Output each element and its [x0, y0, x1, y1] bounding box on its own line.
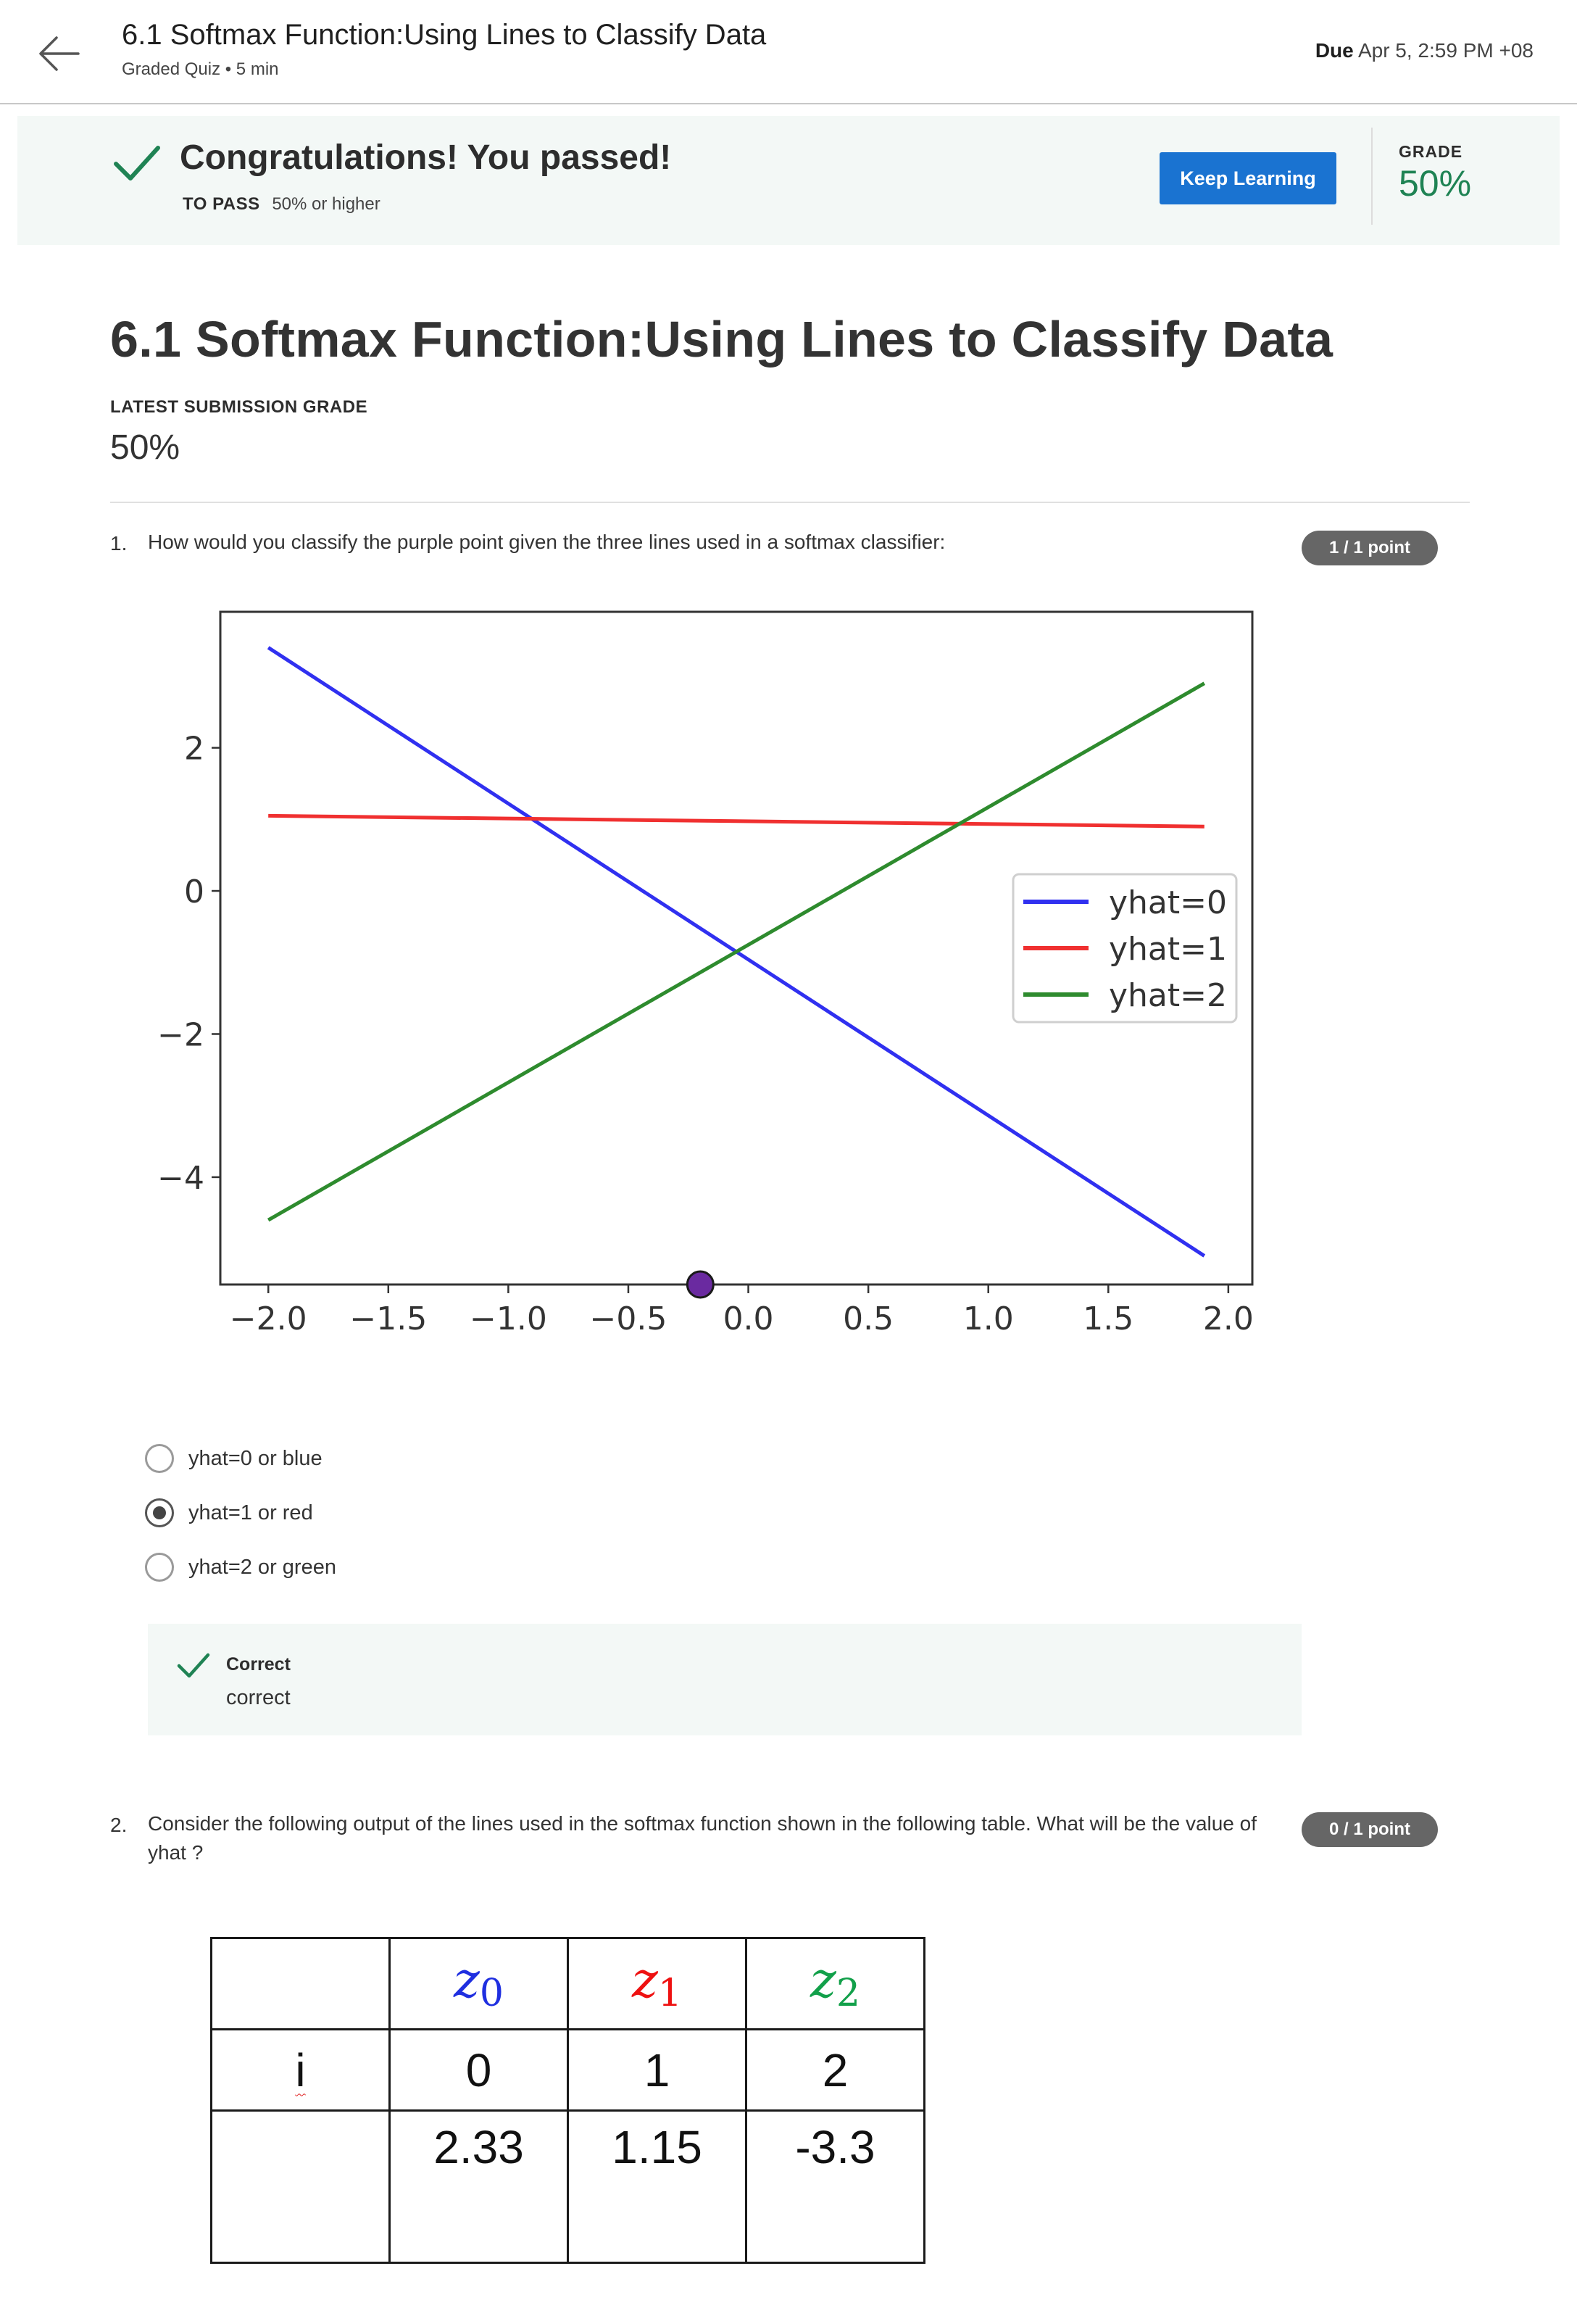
check-icon — [177, 1653, 210, 1678]
section-divider — [110, 502, 1470, 503]
top-bar: 6.1 Softmax Function:Using Lines to Clas… — [0, 0, 1577, 104]
radio-button[interactable] — [145, 1553, 174, 1582]
y-tick-label: 2 — [184, 731, 204, 768]
table-cell — [210, 2109, 391, 2264]
table-cell: 0 — [388, 2028, 569, 2112]
y-tick-label: −4 — [157, 1160, 204, 1197]
table-cell-z0: z0 — [388, 1937, 569, 2030]
page-title: 6.1 Softmax Function:Using Lines to Clas… — [110, 311, 1333, 368]
table-cell: 2.33 — [388, 2109, 569, 2264]
x-tick-label: 1.5 — [1083, 1300, 1133, 1337]
table-cell: 2 — [745, 2028, 925, 2112]
grade-label: GRADE — [1399, 142, 1463, 161]
legend-box — [1012, 873, 1238, 1024]
question-2-number: 2. — [110, 1814, 128, 1836]
quiz-subtitle: Graded Quiz • 5 min — [122, 59, 279, 79]
latest-grade-value: 50% — [110, 428, 180, 467]
table-row: z0 z1 z2 — [210, 1937, 925, 2030]
table-cell-index-label: i — [210, 2028, 391, 2112]
due-date: Due Apr 5, 2:59 PM +08 — [1315, 39, 1534, 62]
due-label: Due — [1315, 39, 1354, 62]
x-tick-label: 1.0 — [963, 1300, 1014, 1337]
purple-point — [686, 1270, 715, 1299]
y-tick-label: 0 — [184, 873, 204, 910]
option-label: yhat=0 or blue — [188, 1446, 323, 1470]
due-value: Apr 5, 2:59 PM +08 — [1357, 39, 1534, 62]
softmax-output-table: z0 z1 z2 i 0 1 2 2.33 1.15 -3.3 — [210, 1937, 925, 2264]
radio-button-selected[interactable] — [145, 1498, 174, 1527]
question-1-number: 1. — [110, 532, 128, 555]
table-cell-z2: z2 — [745, 1937, 925, 2030]
option-yhat-0[interactable]: yhat=0 or blue — [145, 1441, 323, 1476]
grade-divider — [1371, 128, 1373, 225]
legend-label: yhat=1 — [1109, 931, 1227, 968]
x-tick-label: 0.0 — [723, 1300, 774, 1337]
radio-button[interactable] — [145, 1444, 174, 1473]
x-tick-label: 0.5 — [843, 1300, 894, 1337]
question-1-points-badge: 1 / 1 point — [1302, 531, 1438, 565]
legend-label: yhat=2 — [1109, 977, 1227, 1014]
x-tick-label: −2.0 — [230, 1300, 307, 1337]
option-label: yhat=1 or red — [188, 1501, 313, 1524]
question-1-text: How would you classify the purple point … — [148, 531, 946, 553]
question-2-points-badge: 0 / 1 point — [1302, 1812, 1438, 1847]
option-label: yhat=2 or green — [188, 1555, 336, 1579]
y-tick-label: −2 — [157, 1016, 204, 1053]
feedback-text: correct — [226, 1686, 291, 1709]
option-yhat-1[interactable]: yhat=1 or red — [145, 1495, 313, 1530]
check-icon — [114, 146, 160, 180]
series-line-yhat-2 — [267, 681, 1206, 1222]
x-tick-label: −1.5 — [349, 1300, 427, 1337]
table-cell: 1 — [567, 2028, 747, 2112]
to-pass-label: TO PASS — [183, 194, 260, 214]
table-cell — [210, 1937, 391, 2030]
feedback-correct: Correct correct — [148, 1624, 1302, 1735]
grade-value: 50% — [1399, 163, 1472, 204]
x-tick-label: −0.5 — [590, 1300, 667, 1337]
series-line-yhat-1 — [268, 813, 1204, 829]
x-tick-label: 2.0 — [1203, 1300, 1254, 1337]
question-2-text: Consider the following output of the lin… — [148, 1812, 1257, 1864]
latest-grade-label: LATEST SUBMISSION GRADE — [110, 397, 368, 417]
table-cell: -3.3 — [745, 2109, 925, 2264]
to-pass-info: TO PASS 50% or higher — [183, 194, 380, 215]
passed-banner: Congratulations! You passed! TO PASS 50%… — [17, 116, 1560, 245]
feedback-title: Correct — [226, 1654, 291, 1674]
back-arrow-icon[interactable] — [35, 29, 84, 78]
to-pass-value: 50% or higher — [272, 194, 380, 214]
passed-title: Congratulations! You passed! — [180, 138, 672, 177]
table-cell-z1: z1 — [567, 1937, 747, 2030]
legend-label: yhat=0 — [1109, 884, 1227, 921]
table-row: i 0 1 2 — [210, 2028, 925, 2112]
quiz-title: 6.1 Softmax Function:Using Lines to Clas… — [122, 19, 767, 51]
keep-learning-button[interactable]: Keep Learning — [1160, 152, 1336, 204]
option-yhat-2[interactable]: yhat=2 or green — [145, 1550, 336, 1585]
table-cell: 1.15 — [567, 2109, 747, 2264]
softmax-lines-chart: −2.0 −1.5 −1.0 −0.5 0.0 0.5 1.0 1.5 2.0 2 0 −2 −4 yha… — [157, 610, 1254, 1337]
table-row: 2.33 1.15 -3.3 — [210, 2109, 925, 2264]
x-tick-label: −1.0 — [470, 1300, 547, 1337]
